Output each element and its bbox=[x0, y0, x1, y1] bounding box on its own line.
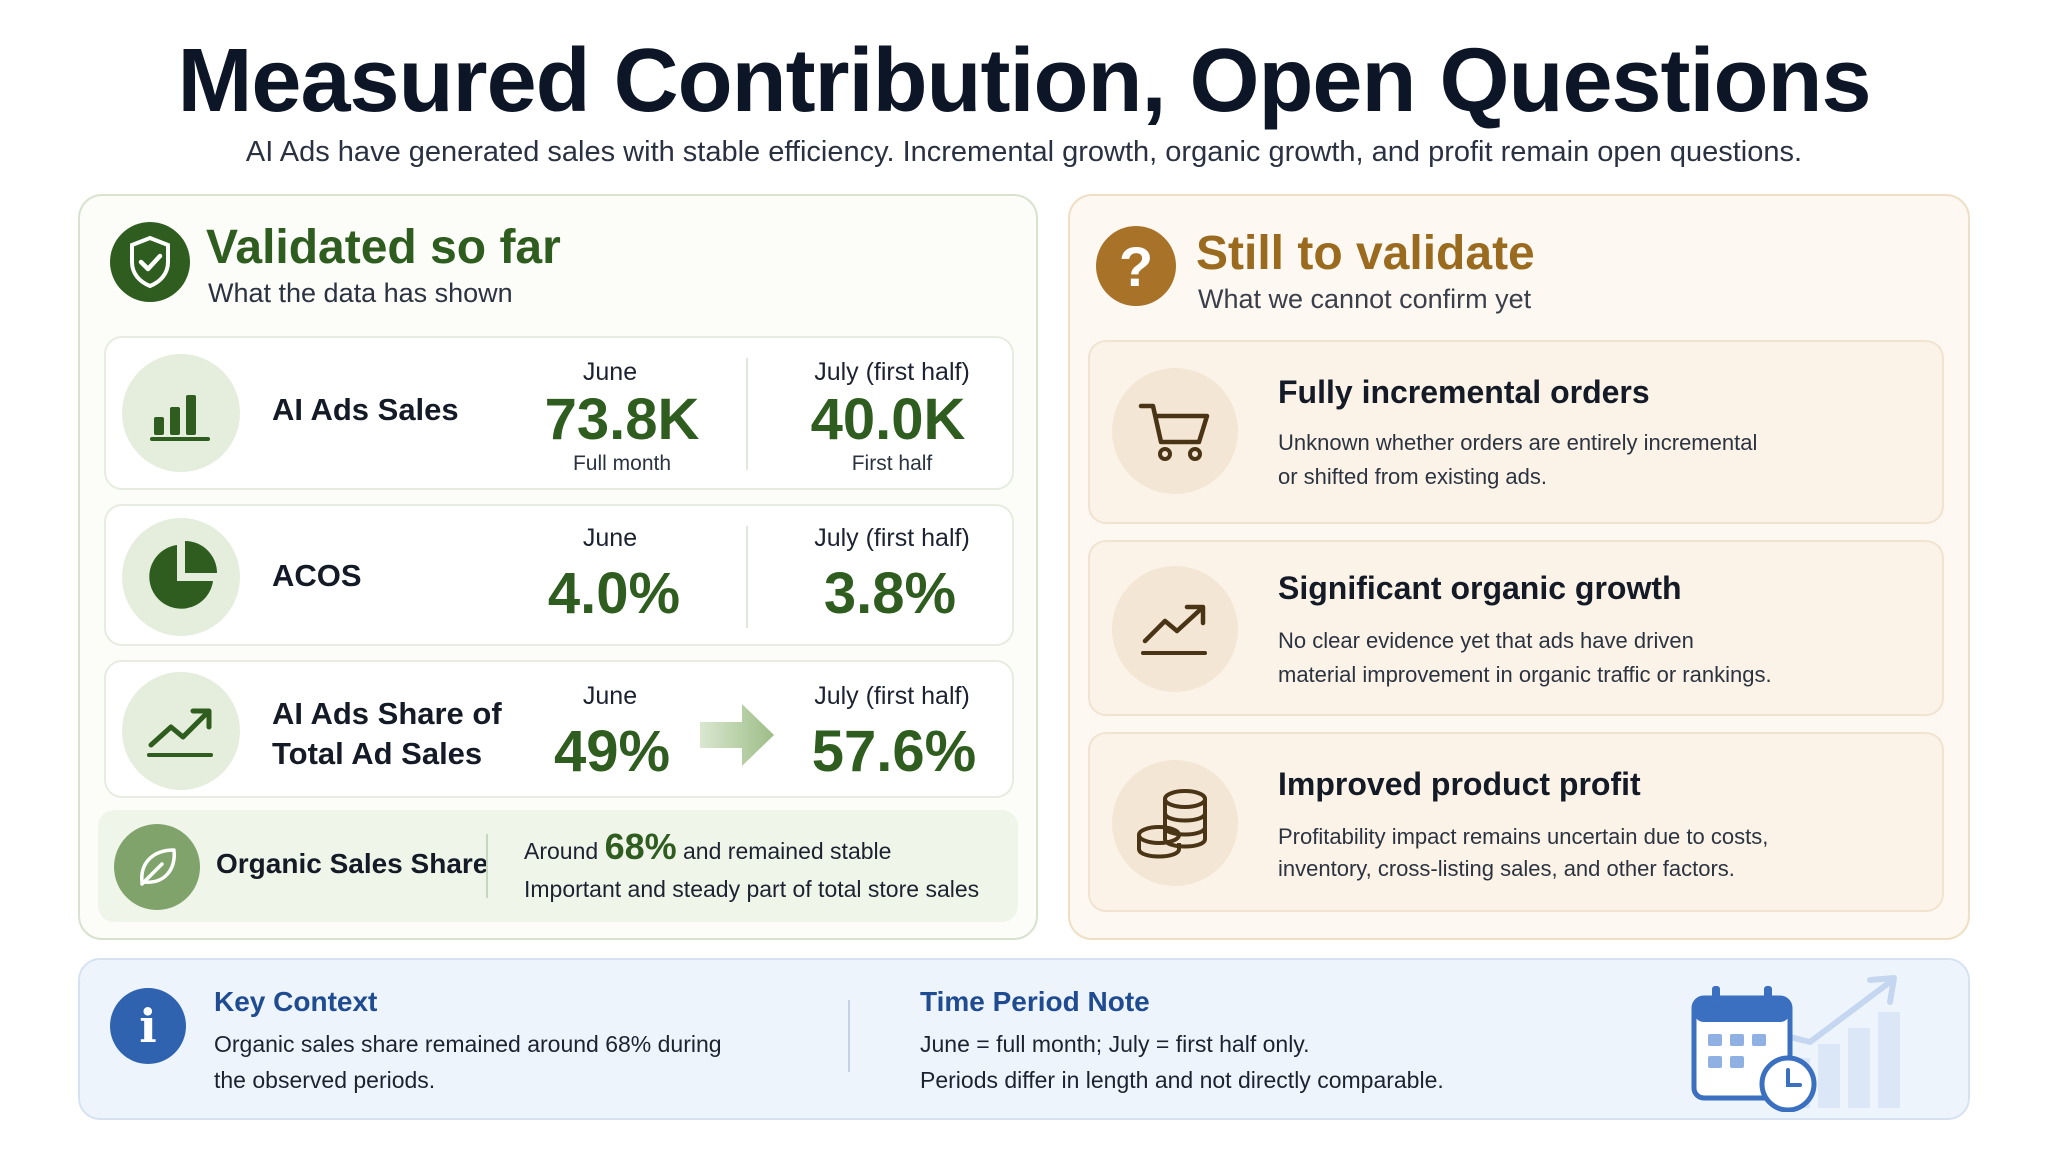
july-value: 57.6% bbox=[811, 719, 977, 784]
divider bbox=[746, 358, 748, 470]
bar-chart-icon bbox=[122, 354, 240, 472]
growth-chart-icon bbox=[1112, 566, 1238, 692]
info-icon: i bbox=[110, 988, 186, 1064]
metric-label-line1: AI Ads Share of bbox=[272, 696, 502, 731]
metric-row-ai-ads-share: AI Ads Share of Total Ad Sales June 49% … bbox=[104, 660, 1014, 798]
july-value: 40.0K bbox=[810, 387, 966, 452]
july-header: July (first half) bbox=[814, 682, 970, 710]
card-desc-line1: Unknown whether orders are entirely incr… bbox=[1278, 430, 1758, 455]
divider bbox=[486, 834, 488, 898]
june-value: 4.0% bbox=[547, 561, 681, 626]
july-value: 3.8% bbox=[823, 561, 957, 626]
arrow-right-icon bbox=[698, 700, 778, 775]
card-desc-line2: or shifted from existing ads. bbox=[1278, 464, 1548, 489]
time-note-line2: Periods differ in length and not directl… bbox=[920, 1067, 1444, 1093]
organic-share-strip: Organic Sales Share Around 68% and remai… bbox=[98, 810, 1018, 922]
validated-title: Validated so far bbox=[206, 221, 561, 274]
organic-note: Important and steady part of total store… bbox=[524, 876, 980, 902]
june-header: June bbox=[582, 524, 638, 552]
shield-check-icon bbox=[110, 222, 190, 302]
july-header: July (first half) bbox=[814, 524, 970, 552]
card-title: Fully incremental orders bbox=[1278, 374, 1650, 410]
open-question-card: Improved product profit Profitability im… bbox=[1088, 732, 1944, 912]
divider bbox=[848, 1000, 850, 1072]
organic-suffix: and remained stable bbox=[683, 838, 892, 864]
time-note-title: Time Period Note bbox=[920, 986, 1150, 1017]
july-note: First half bbox=[851, 452, 933, 475]
june-note: Full month bbox=[572, 452, 672, 475]
june-header: June bbox=[582, 358, 638, 386]
june-header: June bbox=[582, 682, 638, 710]
page-subtitle: AI Ads have generated sales with stable … bbox=[245, 136, 1803, 168]
card-title: Significant organic growth bbox=[1278, 570, 1682, 606]
organic-value: 68% bbox=[604, 826, 677, 867]
question-icon: ? bbox=[1096, 226, 1176, 306]
metric-label: ACOS bbox=[272, 558, 362, 593]
organic-prefix: Around bbox=[524, 838, 599, 864]
trend-up-icon bbox=[122, 672, 240, 790]
june-value: 49% bbox=[553, 719, 671, 784]
page-title: Measured Contribution, Open Questions bbox=[177, 31, 1871, 131]
key-context-title: Key Context bbox=[214, 986, 378, 1017]
leaf-icon bbox=[114, 824, 200, 910]
metric-row-acos: ACOS June 4.0% July (first half) 3.8% bbox=[104, 504, 1014, 646]
card-title: Improved product profit bbox=[1278, 766, 1641, 802]
pie-chart-icon bbox=[122, 518, 240, 636]
june-value: 73.8K bbox=[544, 387, 700, 452]
organic-label: Organic Sales Share bbox=[216, 848, 489, 879]
open-question-card: Fully incremental orders Unknown whether… bbox=[1088, 340, 1944, 524]
card-desc-line2: inventory, cross-listing sales, and othe… bbox=[1278, 856, 1735, 881]
validated-panel: Validated so far What the data has shown… bbox=[78, 194, 1038, 940]
card-desc-line2: material improvement in organic traffic … bbox=[1278, 662, 1772, 687]
to-validate-panel: ? Still to validate What we cannot confi… bbox=[1068, 194, 1970, 940]
metric-label: AI Ads Sales bbox=[272, 392, 459, 427]
july-header: July (first half) bbox=[814, 358, 970, 386]
card-desc-line1: No clear evidence yet that ads have driv… bbox=[1278, 628, 1694, 653]
open-question-card: Significant organic growth No clear evid… bbox=[1088, 540, 1944, 716]
to-validate-subtitle: What we cannot confirm yet bbox=[1198, 284, 1532, 314]
key-context-line1: Organic sales share remained around 68% … bbox=[214, 1031, 722, 1057]
calendar-clock-chart-icon bbox=[1600, 972, 1940, 1117]
key-context-line2: the observed periods. bbox=[214, 1067, 436, 1093]
divider bbox=[746, 526, 748, 628]
time-note-line1: June = full month; July = first half onl… bbox=[920, 1031, 1310, 1057]
to-validate-title: Still to validate bbox=[1196, 227, 1535, 280]
coins-icon bbox=[1112, 760, 1238, 886]
validated-subtitle: What the data has shown bbox=[208, 278, 513, 308]
metric-label-line2: Total Ad Sales bbox=[272, 736, 483, 771]
cart-icon bbox=[1112, 368, 1238, 494]
card-desc-line1: Profitability impact remains uncertain d… bbox=[1278, 824, 1769, 849]
organic-summary: Around 68% and remained stable bbox=[524, 826, 891, 868]
context-bar: i Key Context Organic sales share remain… bbox=[78, 958, 1970, 1120]
metric-row-ai-ads-sales: AI Ads Sales June 73.8K Full month July … bbox=[104, 336, 1014, 490]
